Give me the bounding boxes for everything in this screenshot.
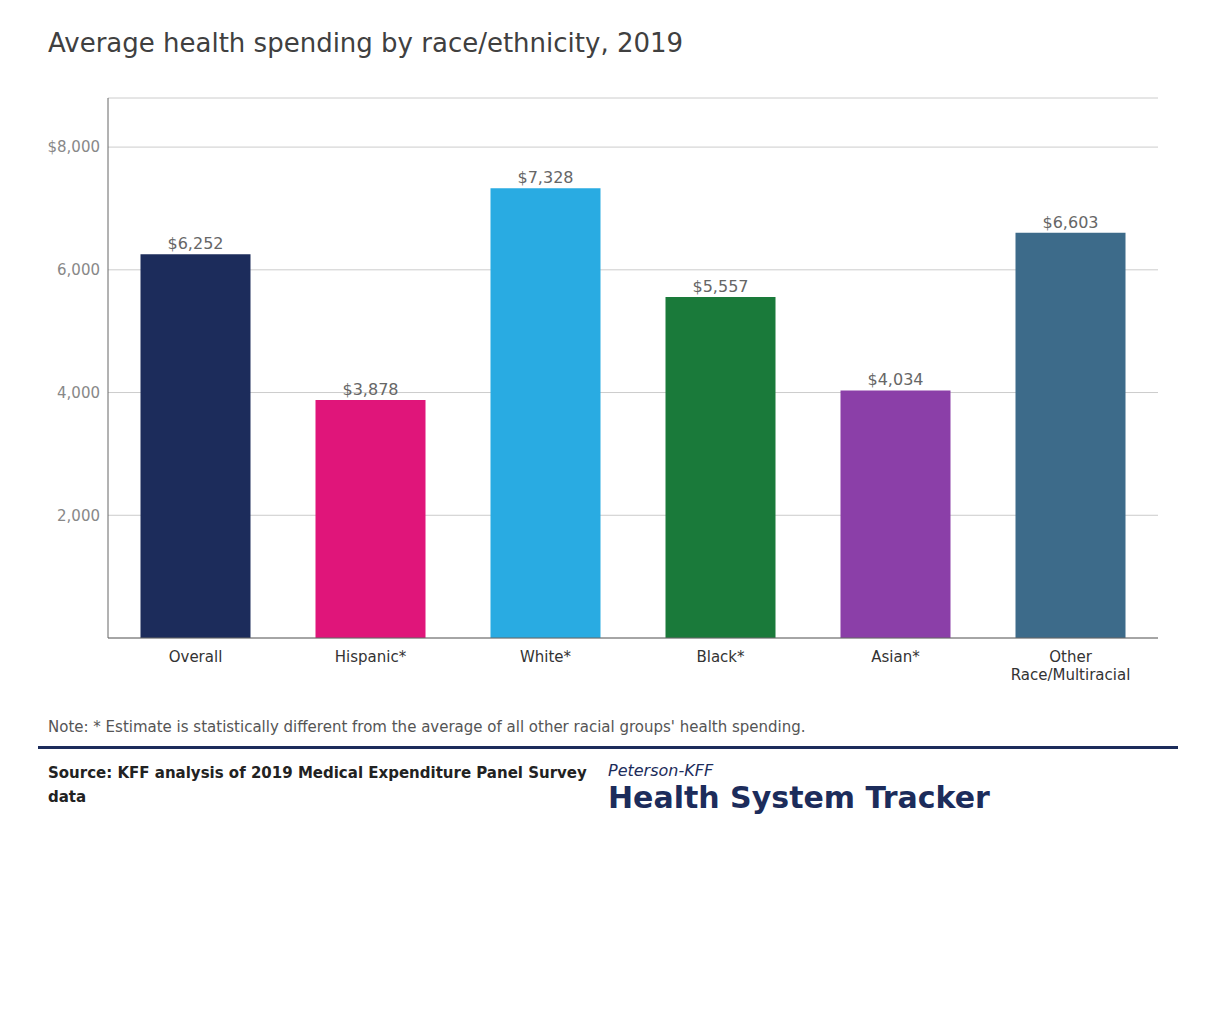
- html-text:Health System Tracker: Health System Tracker: [608, 780, 990, 815]
- html-text:Peterson-KFF: Peterson-KFF: [608, 761, 714, 780]
- svg-text:4,000: 4,000: [57, 384, 100, 402]
- svg-text:White*: White*: [520, 648, 572, 666]
- svg-text:$7,328: $7,328: [518, 168, 574, 187]
- svg-text:$8,000: $8,000: [48, 138, 101, 156]
- svg-text:$6,252: $6,252: [168, 234, 224, 253]
- html-text:data: data: [48, 788, 87, 806]
- html-text:Note: * Estimate is statistica: Note: * Estimate is statistically differ…: [48, 718, 806, 736]
- svg-text:$3,878: $3,878: [343, 380, 399, 399]
- svg-text:$5,557: $5,557: [693, 277, 749, 296]
- svg-text:Asian*: Asian*: [871, 648, 920, 666]
- svg-text:$6,603: $6,603: [1043, 213, 1099, 232]
- svg-text:$4,034: $4,034: [868, 370, 924, 389]
- svg-text:2,000: 2,000: [57, 507, 100, 525]
- html-text:Source: KFF analysis of 2019 M: Source: KFF analysis of 2019 Medical Exp…: [48, 764, 587, 782]
- svg-text:6,000: 6,000: [57, 261, 100, 279]
- svg-text:OtherRace/Multiracial: OtherRace/Multiracial: [1011, 648, 1131, 684]
- html-text:Average health spending by rac: Average health spending by race/ethnicit…: [48, 28, 684, 58]
- svg-text:Overall: Overall: [169, 648, 223, 666]
- svg-text:Black*: Black*: [696, 648, 745, 666]
- svg-text:Hispanic*: Hispanic*: [335, 648, 407, 666]
